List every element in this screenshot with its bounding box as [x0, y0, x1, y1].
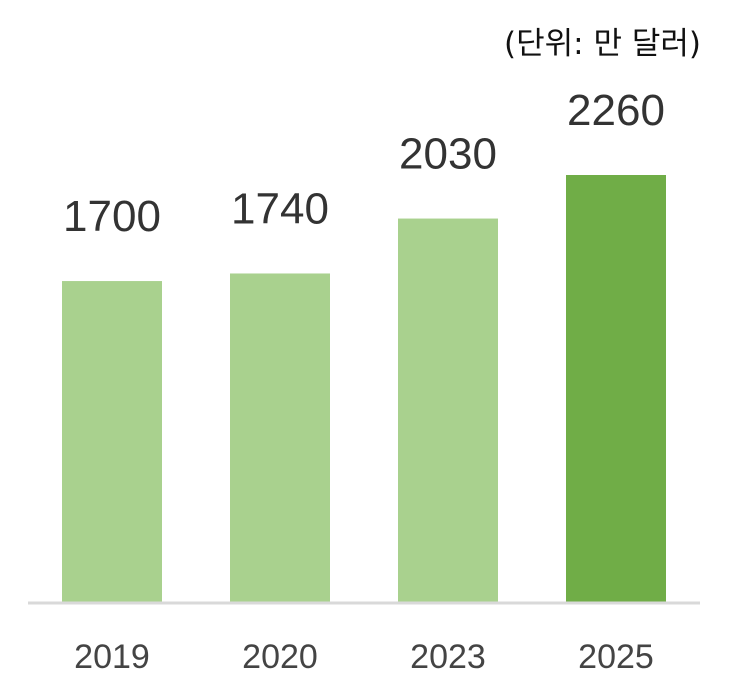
- x-tick-2020: 2020: [242, 638, 318, 676]
- x-tick-2019: 2019: [74, 638, 150, 676]
- bar-2025: [566, 175, 666, 603]
- bars-group: [62, 175, 666, 603]
- value-label-2019: 1700: [63, 192, 161, 241]
- value-labels-group: 1700 1740 2030 2260: [63, 86, 665, 241]
- value-label-2025: 2260: [567, 86, 665, 135]
- x-tick-2025: 2025: [578, 638, 654, 676]
- value-label-2023: 2030: [399, 130, 497, 179]
- tick-labels-group: 2019 2020 2023 2025: [74, 638, 654, 676]
- value-label-2020: 1740: [231, 184, 329, 233]
- bar-2023: [398, 218, 498, 603]
- bar-2020: [230, 273, 330, 603]
- bar-2019: [62, 281, 162, 603]
- unit-label: (단위: 만 달러): [504, 26, 701, 62]
- x-tick-2023: 2023: [410, 638, 486, 676]
